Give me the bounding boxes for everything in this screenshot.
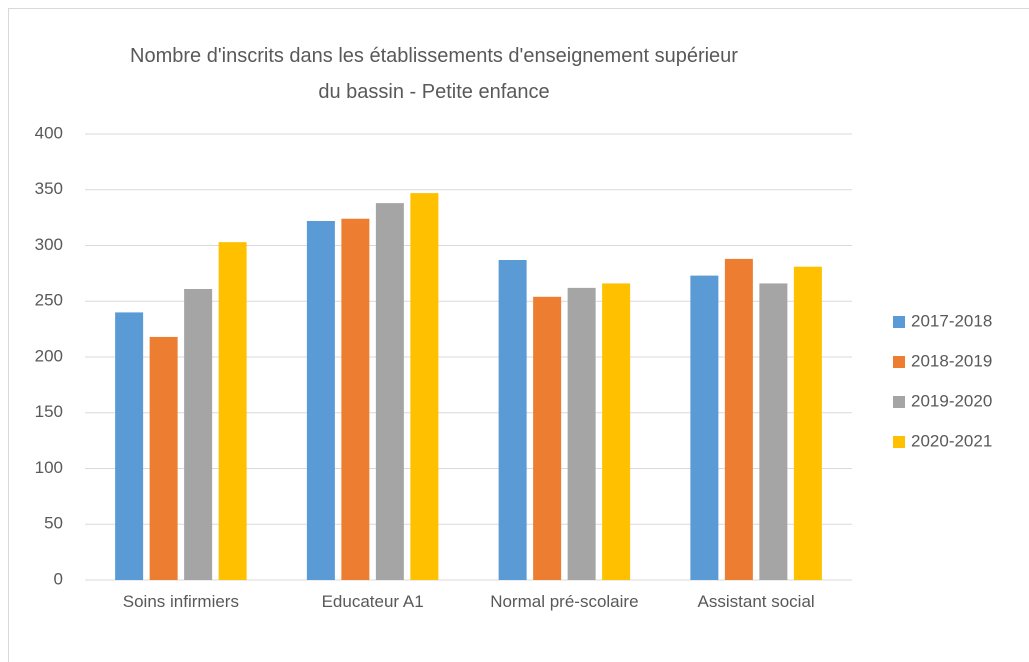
bar bbox=[759, 283, 788, 580]
y-tick-label: 100 bbox=[35, 458, 63, 477]
bar bbox=[533, 296, 562, 580]
x-tick-label: Assistant social bbox=[697, 592, 815, 611]
x-tick-label: Educateur A1 bbox=[321, 592, 424, 611]
bar bbox=[567, 287, 596, 580]
bar bbox=[410, 193, 439, 580]
x-tick-label: Soins infirmiers bbox=[122, 592, 239, 611]
legend-swatch bbox=[893, 436, 905, 448]
legend-label: 2020-2021 bbox=[911, 431, 992, 450]
legend-label: 2018-2019 bbox=[911, 351, 992, 370]
bar bbox=[115, 312, 144, 580]
bar bbox=[218, 242, 247, 580]
y-tick-label: 0 bbox=[54, 569, 63, 588]
bar bbox=[793, 266, 822, 580]
y-tick-label: 300 bbox=[35, 235, 63, 254]
bar bbox=[724, 258, 753, 580]
y-tick-label: 250 bbox=[35, 291, 63, 310]
bar bbox=[306, 220, 335, 580]
legend-swatch bbox=[893, 396, 905, 408]
y-tick-label: 150 bbox=[35, 402, 63, 421]
bar bbox=[690, 275, 719, 580]
bar bbox=[149, 336, 178, 580]
chart-title: Nombre d'inscrits dans les établissement… bbox=[130, 45, 738, 103]
legend-swatch bbox=[893, 356, 905, 368]
bar bbox=[498, 259, 527, 580]
bar bbox=[375, 203, 404, 580]
legend-swatch bbox=[893, 316, 905, 328]
legend-label: 2017-2018 bbox=[911, 311, 992, 330]
bar bbox=[184, 288, 213, 580]
y-tick-label: 400 bbox=[35, 123, 63, 142]
y-tick-label: 350 bbox=[35, 179, 63, 198]
bar bbox=[341, 218, 370, 581]
bar bbox=[602, 283, 631, 580]
y-tick-label: 200 bbox=[35, 346, 63, 365]
x-tick-label: Normal pré-scolaire bbox=[490, 592, 639, 611]
y-tick-label: 50 bbox=[44, 514, 63, 533]
legend-label: 2019-2020 bbox=[911, 391, 992, 410]
